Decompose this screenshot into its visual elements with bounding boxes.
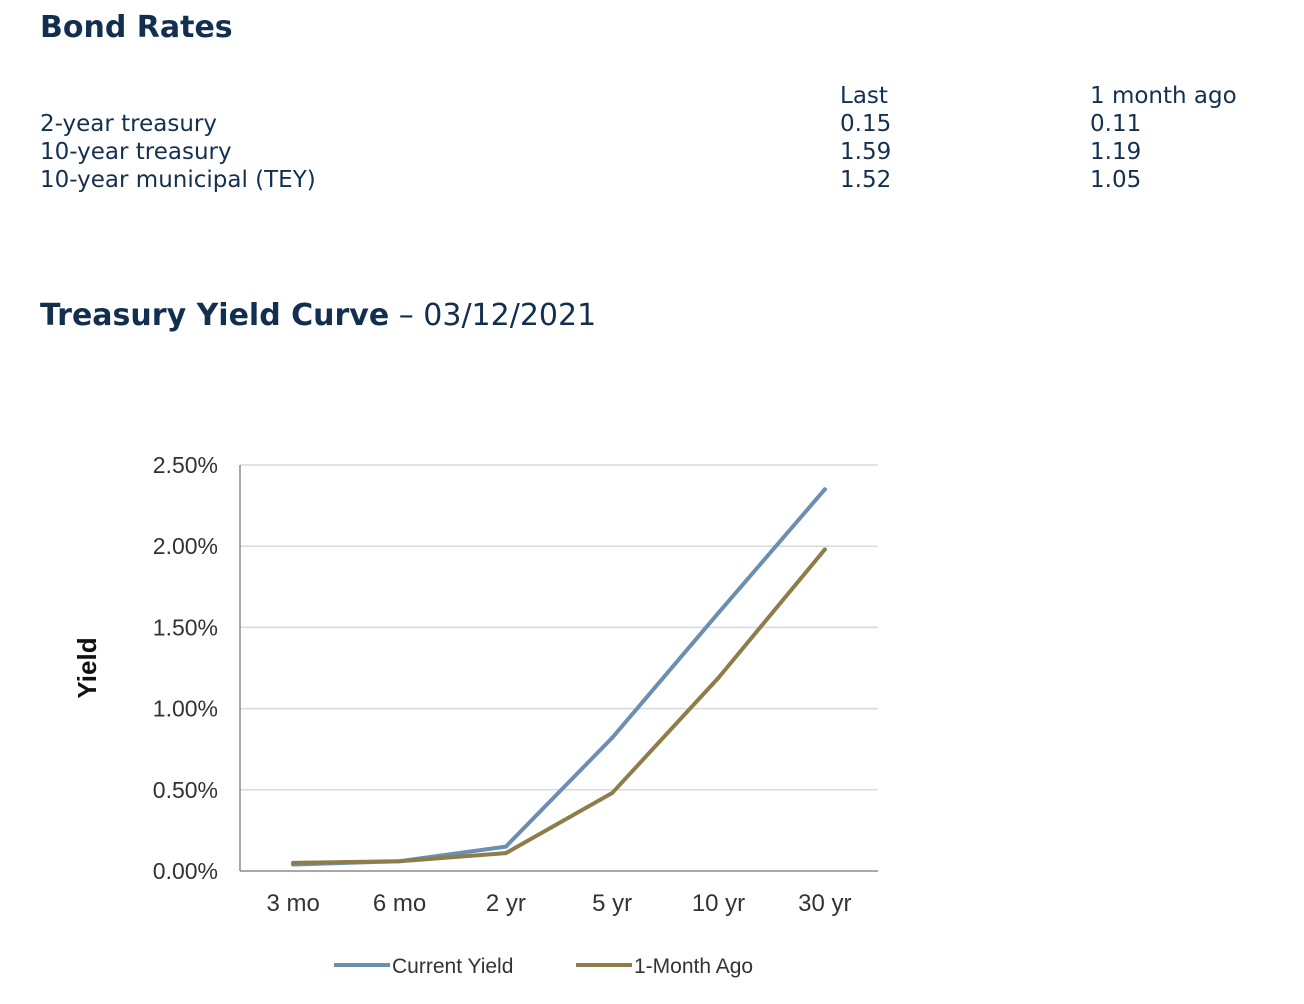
rates-row: 2-year treasury 0.15 0.11: [40, 110, 1260, 138]
yield-curve-title-text: Treasury Yield Curve: [40, 298, 390, 333]
bond-rates-title: Bond Rates: [40, 10, 233, 45]
series-line-2: [291, 547, 827, 865]
data-point: [291, 860, 296, 865]
bond-rates-table: Last 1 month ago 2-year treasury 0.15 0.…: [40, 82, 1260, 194]
x-tick-label: 10 yr: [692, 890, 745, 917]
legend-label: Current Yield: [392, 955, 513, 978]
rate-name: 10-year treasury: [40, 139, 232, 165]
x-tick-label: 30 yr: [798, 890, 851, 917]
data-point: [610, 791, 615, 796]
x-tick-label: 3 mo: [266, 890, 319, 917]
rate-name: 10-year municipal (TEY): [40, 167, 316, 193]
yield-curve-chart: 0.00% 0.50% 1.00% 1.50% 2.00% 2.50% 3 mo 6 mo 2 …: [0, 420, 920, 1000]
yield-curve-title: Treasury Yield Curve – 03/12/2021: [40, 298, 596, 333]
header-month-ago: 1 month ago: [1090, 83, 1237, 109]
rate-month-ago: 1.05: [1090, 167, 1142, 193]
data-point: [822, 487, 827, 492]
data-point: [503, 851, 508, 856]
rate-last: 0.15: [840, 111, 892, 137]
legend-label: 1-Month Ago: [634, 955, 753, 978]
x-tick-label: 2 yr: [486, 890, 526, 917]
rates-row: 10-year treasury 1.59 1.19: [40, 138, 1260, 166]
header-last: Last: [840, 83, 888, 109]
data-point: [610, 735, 615, 740]
y-tick-label: 0.50%: [153, 777, 218, 803]
x-tick-label: 6 mo: [373, 890, 426, 917]
y-tick-label: 0.00%: [153, 858, 218, 884]
rate-last: 1.59: [840, 139, 892, 165]
rate-month-ago: 1.19: [1090, 139, 1142, 165]
y-axis-title: Yield: [72, 637, 102, 698]
rate-month-ago: 0.11: [1090, 111, 1142, 137]
rate-last: 1.52: [840, 167, 892, 193]
y-tick-label: 2.00%: [153, 533, 218, 559]
rates-row: 10-year municipal (TEY) 1.52 1.05: [40, 166, 1260, 194]
yield-curve-svg: 0.00% 0.50% 1.00% 1.50% 2.00% 2.50% 3 mo 6 mo 2 …: [72, 452, 878, 978]
x-tick-label: 5 yr: [592, 890, 632, 917]
data-point: [716, 610, 721, 615]
data-point: [397, 859, 402, 864]
rate-name: 2-year treasury: [40, 111, 217, 137]
data-point: [822, 547, 827, 552]
yield-curve-date: – 03/12/2021: [389, 298, 597, 333]
y-tick-label: 1.50%: [153, 614, 218, 640]
data-point: [716, 675, 721, 680]
data-point: [503, 844, 508, 849]
y-tick-label: 2.50%: [153, 452, 218, 478]
rates-header-row: Last 1 month ago: [40, 82, 1260, 110]
y-tick-label: 1.00%: [153, 696, 218, 722]
